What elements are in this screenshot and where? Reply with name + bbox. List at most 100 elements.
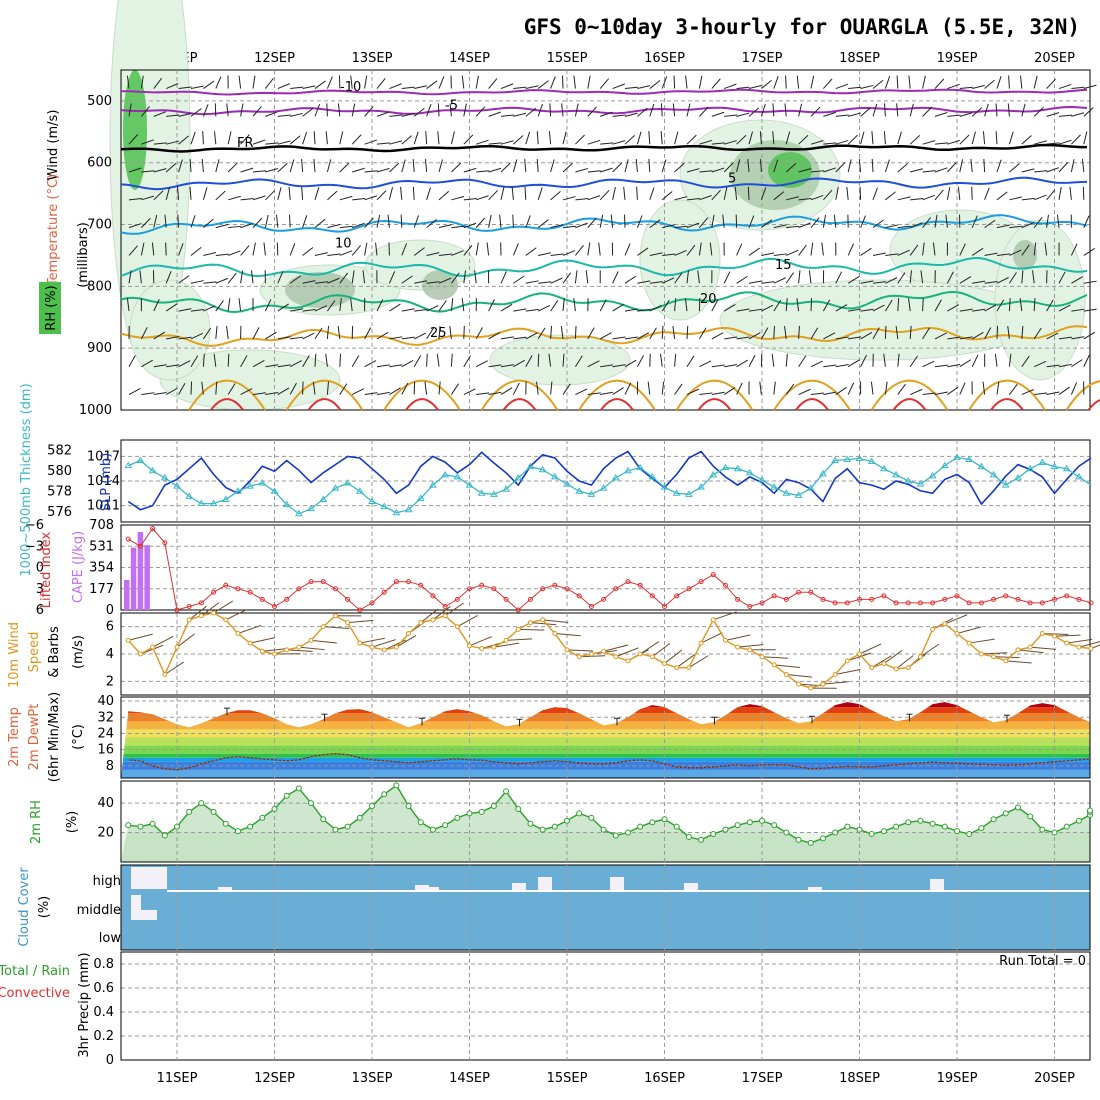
wind-barb (674, 249, 687, 256)
wind-barb (971, 215, 978, 228)
wind-barb (909, 103, 914, 117)
wind-barb (724, 114, 738, 117)
lifted-index-marker (1076, 596, 1082, 602)
wind10m-barb (152, 635, 174, 648)
rh2m-marker (137, 823, 144, 830)
thickness-marker (331, 484, 340, 491)
wind-barb (674, 383, 683, 395)
wind-barb (686, 270, 689, 284)
wind-barb (488, 364, 502, 368)
wind-barb (984, 103, 989, 117)
wind-speed-marker (406, 631, 412, 636)
wind-barb (945, 214, 948, 228)
wind10m-barb (420, 608, 439, 623)
wind-barb (314, 327, 323, 340)
wind-barb (227, 353, 230, 367)
wind-barb (574, 325, 577, 339)
wind-barb (1021, 103, 1026, 117)
wind-barb (785, 131, 791, 145)
thickness-marker (965, 455, 974, 462)
rh2m-marker (1027, 813, 1034, 820)
wind-barb (250, 270, 254, 284)
wind-barb (388, 271, 396, 284)
rh2m-marker (637, 823, 644, 830)
wind10m-barb (298, 646, 325, 651)
wind-barb (1058, 363, 1072, 368)
wind-barb (513, 86, 527, 90)
rh2m-marker (929, 820, 936, 827)
wind-barb (574, 355, 583, 367)
lifted-index-marker (515, 607, 521, 613)
wind10m-barb (700, 632, 723, 644)
rh2m-marker (771, 822, 778, 829)
wind-barb (637, 308, 651, 312)
wind-barb (141, 359, 153, 368)
wind-barb (203, 305, 216, 312)
wind-barb (289, 275, 302, 284)
thickness-marker (392, 508, 401, 516)
rh2m-marker (490, 803, 497, 810)
wind-barb (810, 242, 814, 256)
wind-barb (847, 243, 855, 256)
wind-barb (190, 246, 202, 256)
rh2m-marker (271, 805, 278, 812)
wind10m-barb (225, 608, 248, 621)
wind-barb (140, 75, 144, 89)
wind-barb (1081, 159, 1085, 173)
chart-title: GFS 0~10day 3-hourly for OUARGLA (5.5E, … (524, 15, 1080, 39)
wind-barb (339, 353, 342, 367)
wind-barb (525, 131, 531, 145)
pressure-tick-label: 1000 (79, 403, 112, 418)
lifted-index-marker (978, 600, 984, 606)
wind-barb (761, 80, 772, 89)
wind-barb (1058, 139, 1072, 145)
lifted-index-marker (418, 582, 424, 588)
wind-barb (276, 214, 279, 228)
wind-barb (140, 242, 145, 256)
wind-barb (711, 142, 725, 145)
wind-barb (463, 245, 473, 256)
wind-barb (736, 382, 743, 395)
wind10m-barb (493, 642, 520, 648)
wind-barb (1046, 189, 1056, 201)
wind-barb (549, 103, 552, 117)
wind-barb (537, 80, 549, 89)
wind-barb (488, 190, 498, 201)
wind10m-barb (566, 649, 593, 652)
lifted-index-marker (369, 600, 375, 606)
wind-barb (884, 159, 890, 173)
wind-barb (562, 272, 572, 284)
wind10m-barb (639, 641, 660, 655)
wind-barb (389, 83, 402, 90)
cape-lifted-index-panel: −6 −3 0 3 6 708 531 354 177 0 (25, 518, 1094, 618)
wind-speed-marker (893, 666, 899, 672)
lifted-index-marker (284, 596, 290, 602)
wind-barb (957, 186, 961, 200)
lifted-index-marker (698, 579, 704, 585)
wind-barb (1034, 170, 1048, 173)
wind-barb (984, 281, 998, 284)
wind-barb (947, 83, 960, 90)
wind-barb (265, 331, 277, 340)
x-tick-label-top: 13SEP (352, 51, 393, 66)
wind-barb (227, 162, 238, 173)
wind-barb (786, 196, 799, 201)
wind-barb (151, 242, 155, 256)
wind-barb (785, 353, 788, 367)
wind-barb (922, 75, 926, 89)
pressure-tick-label: 700 (87, 218, 112, 233)
wind-barb (339, 195, 353, 201)
wind-barb (612, 83, 625, 90)
thickness-marker (246, 482, 255, 489)
wind-barb (661, 325, 664, 339)
wind-barb (302, 107, 314, 117)
wind-speed-marker (369, 644, 375, 650)
wind-barb (389, 336, 403, 340)
wind-barb (153, 77, 163, 89)
wind-barb (252, 327, 260, 340)
wind-barb (798, 325, 800, 339)
wind-barb (413, 131, 419, 145)
wind-barb (636, 355, 645, 367)
wind-barb (461, 75, 465, 89)
wind-barb (1071, 86, 1085, 90)
